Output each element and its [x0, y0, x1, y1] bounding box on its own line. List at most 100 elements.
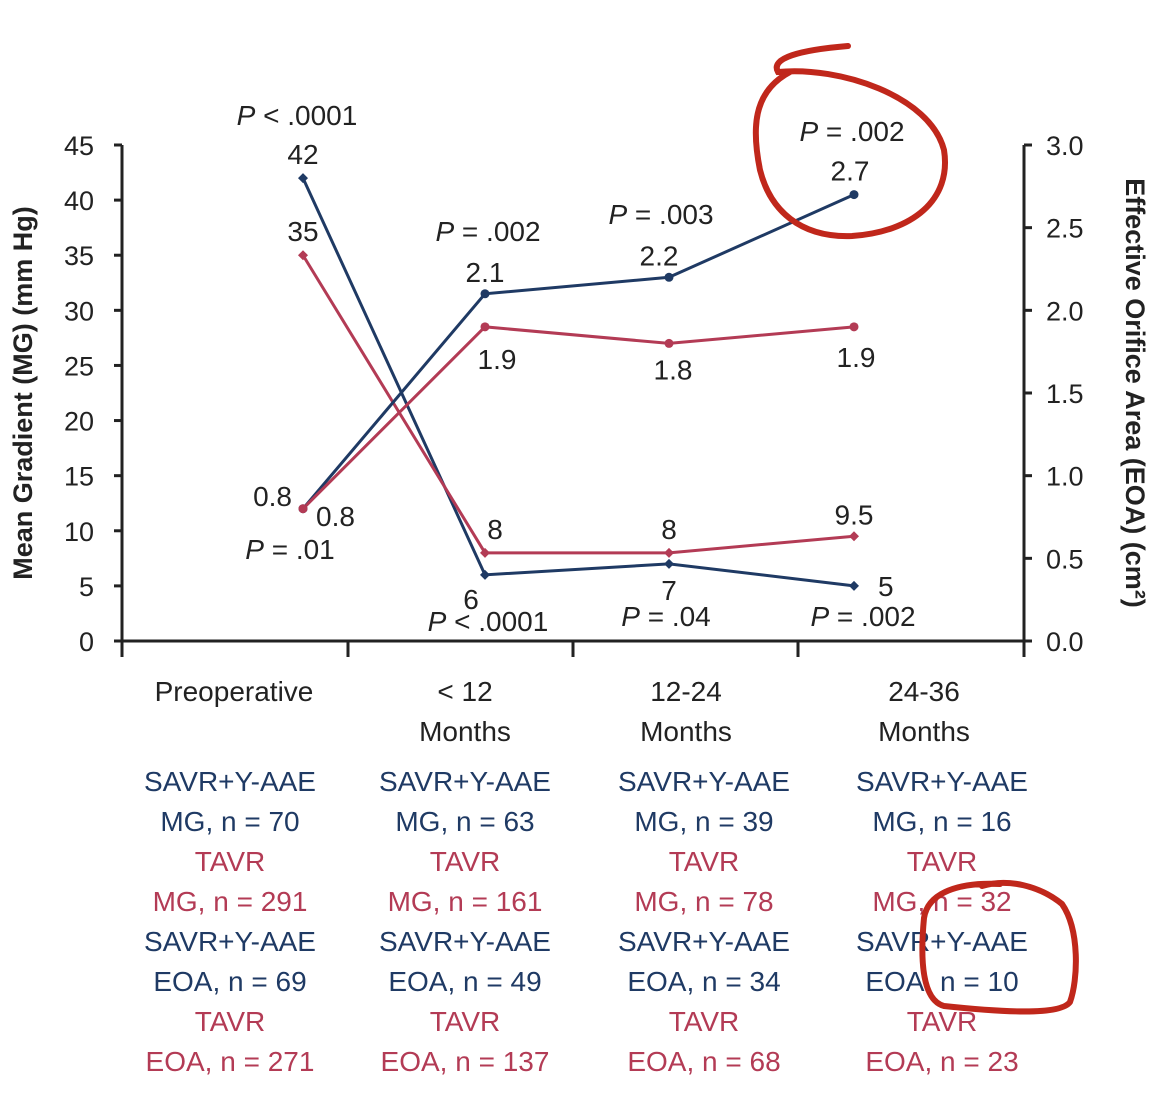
- data-label-3-3: 1.9: [837, 342, 876, 373]
- sample-size-1-7: EOA, n = 137: [381, 1046, 550, 1077]
- p-value-mg-1: P < .0001: [428, 606, 549, 637]
- sample-size-1-0: SAVR+Y-AAE: [379, 766, 551, 797]
- series-3-point: [298, 504, 308, 514]
- series-line-3: [301, 325, 855, 510]
- series-2-point: [664, 272, 674, 282]
- data-label-1-0: 35: [287, 216, 318, 247]
- p-value-eoa-2: P = .003: [608, 199, 713, 230]
- sample-size-2-1: MG, n = 39: [634, 806, 773, 837]
- sample-size-1-2: TAVR: [430, 846, 501, 877]
- category-label-2: 12-24: [650, 676, 722, 707]
- p-value-eoa-0: P = .01: [245, 534, 335, 565]
- right-tick-label: 1.5: [1046, 379, 1084, 409]
- data-label-3-0: 0.8: [316, 501, 355, 532]
- sample-size-0-7: EOA, n = 271: [146, 1046, 315, 1077]
- series-line-2: [301, 193, 855, 510]
- left-tick-label: 10: [64, 517, 94, 547]
- data-label-1-3: 9.5: [835, 499, 874, 530]
- sample-size-3-2: TAVR: [907, 846, 978, 877]
- sample-size-2-5: EOA, n = 34: [627, 966, 780, 997]
- right-tick-label: 0.5: [1046, 544, 1084, 574]
- series-1-point: [480, 547, 490, 558]
- sample-size-3-1: MG, n = 16: [872, 806, 1011, 837]
- left-tick-label: 30: [64, 296, 94, 326]
- left-axis-title: Mean Gradient (MG) (mm Hg): [8, 206, 38, 580]
- p-value-mg-2: P = .04: [621, 601, 711, 632]
- data-label-0-0: 42: [287, 139, 318, 170]
- sample-size-2-0: SAVR+Y-AAE: [618, 766, 790, 797]
- sample-size-3-7: EOA, n = 23: [865, 1046, 1018, 1077]
- sample-size-0-6: TAVR: [195, 1006, 266, 1037]
- data-label-0-2: 7: [661, 575, 677, 606]
- left-tick-label: 15: [64, 462, 94, 492]
- sample-size-2-2: TAVR: [669, 846, 740, 877]
- category-label-1-line2: Months: [419, 716, 511, 747]
- right-tick-label: 2.0: [1046, 296, 1084, 326]
- sample-size-0-3: MG, n = 291: [153, 886, 308, 917]
- series-line-0: [301, 177, 855, 588]
- left-tick-label: 40: [64, 186, 94, 216]
- series-2-point: [849, 190, 859, 200]
- data-label-2-2: 2.2: [640, 240, 679, 271]
- sample-size-0-4: SAVR+Y-AAE: [144, 926, 316, 957]
- right-tick-label: 3.0: [1046, 131, 1084, 161]
- series-1-point: [849, 531, 859, 542]
- series-0-point: [664, 558, 674, 569]
- sample-size-1-5: EOA, n = 49: [388, 966, 541, 997]
- data-label-0-3: 5: [878, 571, 894, 602]
- sample-size-1-1: MG, n = 63: [395, 806, 534, 837]
- category-label-1: < 12: [437, 676, 492, 707]
- sample-size-3-4: SAVR+Y-AAE: [856, 926, 1028, 957]
- data-label-2-0: 0.8: [253, 481, 292, 512]
- left-tick-label: 20: [64, 407, 94, 437]
- sample-size-3-5: EOA, n = 10: [865, 966, 1018, 997]
- p-value-eoa-1: P = .002: [435, 216, 540, 247]
- series-0-point: [298, 173, 308, 184]
- data-label-0-1: 6: [463, 584, 479, 615]
- sample-size-2-7: EOA, n = 68: [627, 1046, 780, 1077]
- series-line-1: [301, 254, 855, 555]
- data-label-2-3: 2.7: [831, 156, 870, 187]
- p-value-eoa-3: P = .002: [799, 116, 904, 147]
- p-value-mg-3: P = .002: [810, 601, 915, 632]
- right-axis-title: Effective Orifice Area (EOA) (cm²): [1120, 178, 1150, 608]
- left-tick-label: 35: [64, 241, 94, 271]
- sample-size-1-3: MG, n = 161: [388, 886, 543, 917]
- category-label-2-line2: Months: [640, 716, 732, 747]
- series-3-point: [664, 338, 674, 348]
- data-label-1-2: 8: [661, 514, 677, 545]
- p-value-mg-0: P < .0001: [237, 100, 358, 131]
- annotation-circle-bottom: [919, 879, 1079, 1015]
- series-1-point: [298, 250, 308, 261]
- left-tick-label: 45: [64, 131, 94, 161]
- data-label-1-1: 8: [487, 514, 503, 545]
- series-3-point: [480, 322, 490, 332]
- series-0-point: [849, 580, 859, 591]
- sample-size-1-4: SAVR+Y-AAE: [379, 926, 551, 957]
- sample-size-0-2: TAVR: [195, 846, 266, 877]
- series-0-point: [480, 569, 490, 580]
- category-label-0: Preoperative: [155, 676, 314, 707]
- data-label-3-1: 1.9: [478, 344, 517, 375]
- sample-size-3-0: SAVR+Y-AAE: [856, 766, 1028, 797]
- category-label-3-line2: Months: [878, 716, 970, 747]
- series-3-point: [849, 322, 859, 332]
- annotation-circle-top: [752, 43, 949, 240]
- series-1-point: [664, 547, 674, 558]
- sample-size-2-6: TAVR: [669, 1006, 740, 1037]
- data-label-3-2: 1.8: [654, 354, 693, 385]
- right-tick-label: 2.5: [1046, 214, 1084, 244]
- series-2-point: [480, 289, 490, 299]
- right-tick-label: 0.0: [1046, 627, 1084, 657]
- left-tick-label: 25: [64, 351, 94, 381]
- category-label-3: 24-36: [888, 676, 960, 707]
- sample-size-0-5: EOA, n = 69: [153, 966, 306, 997]
- data-label-2-1: 2.1: [466, 257, 505, 288]
- left-tick-label: 0: [79, 627, 94, 657]
- sample-size-0-1: MG, n = 70: [160, 806, 299, 837]
- sample-size-1-6: TAVR: [430, 1006, 501, 1037]
- right-tick-label: 1.0: [1046, 462, 1084, 492]
- sample-size-2-4: SAVR+Y-AAE: [618, 926, 790, 957]
- left-tick-label: 5: [79, 572, 94, 602]
